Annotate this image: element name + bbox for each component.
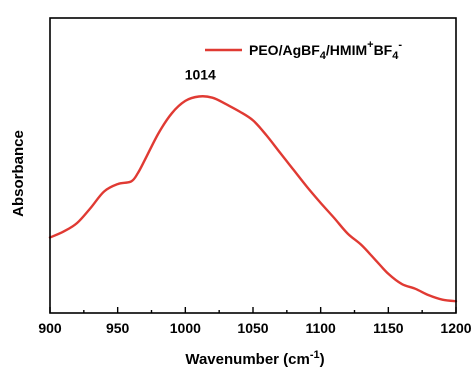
x-axis-label: Wavenumber (cm-1) xyxy=(185,349,324,368)
x-axis-label-close: ) xyxy=(320,351,325,368)
plot-area-frame xyxy=(49,17,457,314)
legend: PEO/AgBF4/HMIM+BF4- xyxy=(205,39,402,62)
x-tick-label: 1100 xyxy=(305,320,336,336)
legend-label-sub: 4 xyxy=(320,50,327,62)
legend-label-sup: + xyxy=(367,39,373,51)
x-axis-label-sup: -1 xyxy=(310,349,320,361)
legend-label: PEO/AgBF4/HMIM+BF4- xyxy=(249,39,402,62)
x-tick-label: 1200 xyxy=(440,320,471,336)
series-line-peo-agbf4-hmim-bf4 xyxy=(48,95,458,303)
x-axis-label-base: Wavenumber (cm xyxy=(185,351,309,368)
x-tick-label: 950 xyxy=(106,320,130,336)
x-tick-label: 1000 xyxy=(170,320,201,336)
legend-label-part: PEO/AgBF xyxy=(249,42,320,58)
legend-label-part: /HMIM xyxy=(326,42,367,58)
x-tick-label: 900 xyxy=(38,320,62,336)
legend-label-sub: 4 xyxy=(392,50,399,62)
legend-label-part: BF xyxy=(374,42,393,58)
x-axis-tick-labels: 900 950 1000 1050 1100 1150 1200 xyxy=(38,320,471,336)
x-axis-ticks xyxy=(49,307,457,313)
x-tick-label: 1050 xyxy=(237,320,268,336)
y-axis-label: Absorbance xyxy=(10,130,27,217)
x-tick-label: 1150 xyxy=(373,320,404,336)
legend-label-sup: - xyxy=(398,39,402,51)
peak-annotation: 1014 xyxy=(185,66,216,82)
